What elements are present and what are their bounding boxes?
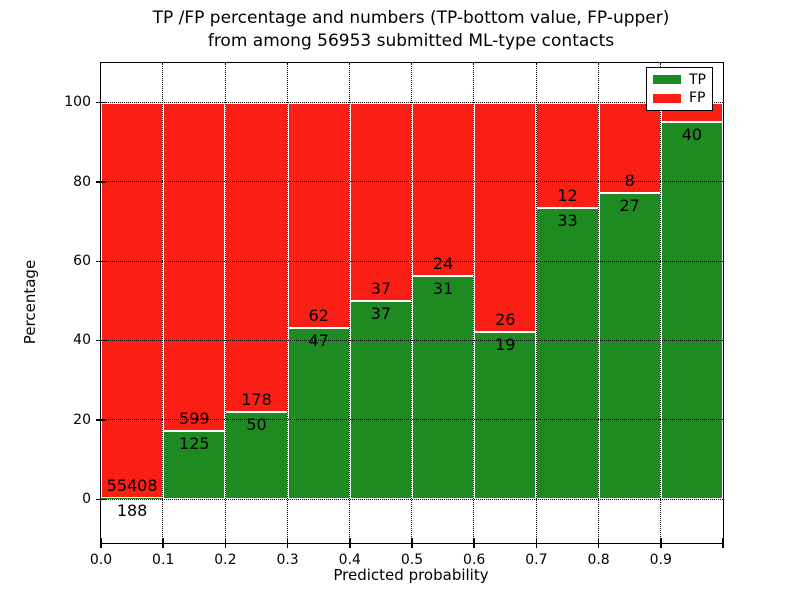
bar-value-label-tp: 47 [308, 331, 329, 351]
y-tick-mark [96, 181, 106, 183]
fp-bar-segment [598, 102, 661, 194]
x-axis-label: Predicted probability [333, 566, 489, 584]
x-tick-mark [349, 538, 351, 548]
y-tick-label: 80 [73, 173, 91, 190]
tp-swatch-icon [653, 75, 681, 85]
plot-area: 55408 188 599 125 178 50 62 47 37 37 24 31 26 19 12 33 8… [64, 62, 724, 568]
x-tick-mark [162, 538, 164, 548]
bar-value-label-tp: 27 [619, 196, 640, 216]
x-tick-label: 0.0 [89, 552, 113, 568]
tp-bar-segment [474, 331, 537, 500]
x-tick-label: 0.4 [338, 552, 361, 568]
tp-bar-segment [163, 430, 226, 500]
gridline [597, 63, 599, 543]
tp-bar-segment [412, 275, 475, 500]
bar-value-label-tp: 33 [557, 211, 578, 231]
gridline [349, 63, 351, 543]
y-tick-mark [96, 101, 106, 104]
bar-value-label-fp: 26 [495, 309, 516, 329]
gridline [162, 63, 164, 543]
x-tick-mark [286, 538, 289, 548]
fp-swatch-icon [653, 93, 681, 103]
bar-value-label-fp: 599 [179, 408, 210, 428]
legend-label-tp: TP [689, 71, 706, 88]
y-tick-mark [96, 260, 106, 263]
gridline [473, 63, 475, 543]
gridline [411, 63, 413, 543]
fp-bar-segment [349, 102, 412, 301]
y-tick-mark [96, 339, 106, 342]
x-tick-mark [597, 538, 600, 548]
gridline [224, 63, 226, 543]
fp-bar-segment [412, 102, 475, 276]
fp-bar-segment [163, 102, 226, 431]
x-tick-label: 0.7 [525, 552, 548, 568]
tp-bar-segment [598, 193, 661, 500]
tp-bar-segment [536, 208, 599, 500]
bar-value-label-tp: 50 [246, 415, 267, 435]
bar-value-label-fp: 62 [308, 306, 329, 326]
x-tick-mark [100, 538, 102, 548]
y-tick-label: 0 [82, 490, 91, 507]
bar-value-label-fp: 55408 [106, 476, 158, 495]
y-tick-label: 60 [73, 252, 91, 269]
tp-bar-segment [225, 412, 288, 500]
bar-value-label-tp: 37 [370, 304, 392, 324]
chart-title-line1: TP /FP percentage and numbers (TP-bottom… [152, 8, 670, 28]
x-tick-mark [660, 538, 662, 548]
gridline [660, 63, 662, 543]
gridline [286, 63, 288, 543]
x-tick-label: 0.8 [587, 552, 610, 568]
x-tick-label: 0.3 [276, 552, 299, 568]
x-tick-mark [722, 538, 724, 548]
chart-title: TP /FP percentage and numbers (TP-bottom… [100, 7, 722, 53]
x-tick-label: 0.2 [214, 552, 237, 568]
legend-item-tp: TP [647, 73, 712, 87]
legend: TP FP [646, 67, 713, 111]
tp-bar-segment [287, 328, 350, 500]
tp-bar-segment [660, 121, 723, 500]
bar-value-label-tp: 188 [116, 501, 148, 520]
bar-value-label-tp: 19 [495, 334, 516, 354]
x-tick-mark [411, 538, 413, 548]
gridline [535, 63, 537, 543]
fp-bar-segment [287, 102, 350, 329]
bar-value-label-fp: 37 [370, 279, 392, 299]
x-tick-label: 0.5 [400, 552, 424, 568]
x-tick-label: 0.6 [463, 552, 486, 568]
y-tick-mark [96, 419, 106, 421]
x-tick-label: 0.9 [649, 552, 672, 568]
fp-bar-segment [225, 102, 288, 413]
bar-value-label-tp: 40 [681, 124, 703, 144]
fp-bar-segment [101, 102, 164, 498]
y-tick-label: 100 [64, 94, 91, 111]
y-tick-label: 20 [73, 411, 91, 428]
bar-value-label-fp: 178 [241, 390, 272, 410]
tp-bar-segment [349, 301, 412, 500]
y-tick-mark [96, 498, 106, 501]
bar-value-label-tp: 31 [432, 278, 454, 298]
x-tick-mark [473, 538, 475, 548]
bar-value-label-fp: 8 [624, 171, 635, 191]
x-tick-label: 0.1 [152, 552, 175, 568]
bar-value-label-fp: 12 [557, 186, 578, 206]
x-tick-mark [224, 538, 227, 548]
x-tick-mark [535, 538, 538, 548]
y-axis-label: Percentage [21, 259, 39, 345]
legend-label-fp: FP [689, 90, 706, 107]
y-tick-label: 40 [73, 332, 91, 349]
legend-item-fp: FP [647, 91, 712, 105]
fp-bar-segment [474, 102, 537, 332]
bar-value-label-tp: 125 [179, 433, 210, 453]
bar-value-label-fp: 24 [432, 253, 454, 273]
chart-title-line2: from among 56953 submitted ML-type conta… [207, 31, 615, 51]
